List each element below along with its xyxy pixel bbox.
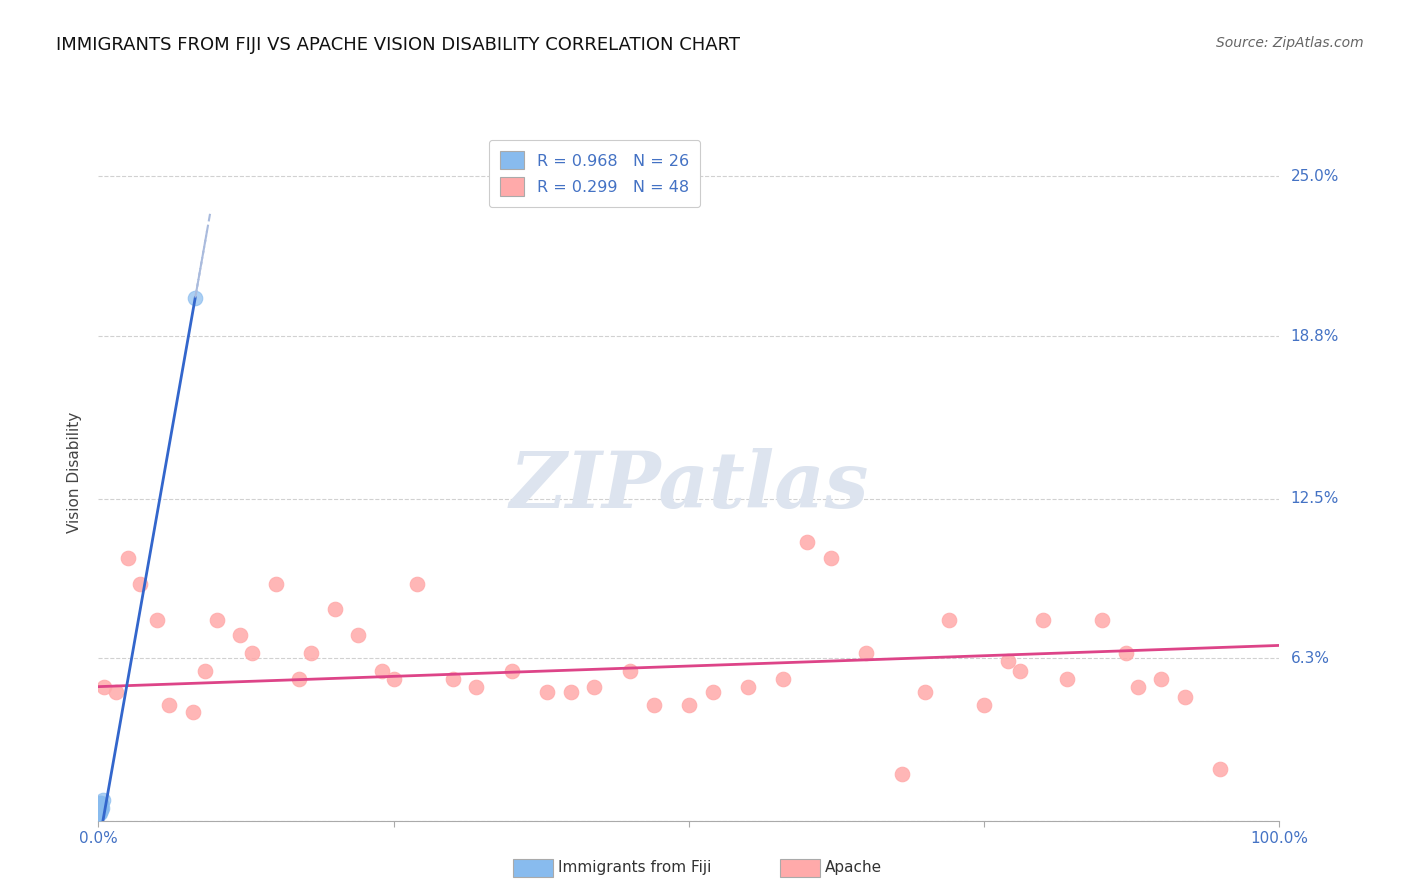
Point <box>146 613 169 627</box>
Point <box>184 291 207 305</box>
Point <box>157 698 180 712</box>
Point <box>89 801 111 815</box>
Point <box>406 576 429 591</box>
Point <box>501 664 523 678</box>
Y-axis label: Vision Disability: Vision Disability <box>67 412 83 533</box>
Point <box>536 685 558 699</box>
Text: IMMIGRANTS FROM FIJI VS APACHE VISION DISABILITY CORRELATION CHART: IMMIGRANTS FROM FIJI VS APACHE VISION DI… <box>56 36 740 54</box>
Point <box>89 805 111 820</box>
Point <box>128 576 150 591</box>
Point <box>855 646 877 660</box>
Point <box>105 685 128 699</box>
Point <box>89 798 111 813</box>
Point <box>89 796 111 810</box>
Text: 25.0%: 25.0% <box>1291 169 1339 184</box>
Point <box>89 803 111 817</box>
Point <box>89 803 111 817</box>
Text: Immigrants from Fiji: Immigrants from Fiji <box>558 861 711 875</box>
Point <box>288 672 311 686</box>
Point <box>820 550 842 565</box>
Point <box>323 602 346 616</box>
Text: 6.3%: 6.3% <box>1291 651 1330 665</box>
Text: 18.8%: 18.8% <box>1291 328 1339 343</box>
Point <box>643 698 665 712</box>
Text: 12.5%: 12.5% <box>1291 491 1339 506</box>
Point <box>1091 613 1114 627</box>
Text: Source: ZipAtlas.com: Source: ZipAtlas.com <box>1216 36 1364 50</box>
Text: Apache: Apache <box>825 861 883 875</box>
Point <box>678 698 700 712</box>
Point <box>90 803 112 817</box>
Point <box>89 803 111 817</box>
Point <box>90 796 112 810</box>
Point <box>737 680 759 694</box>
Point <box>1209 762 1232 776</box>
Point <box>299 646 322 660</box>
Point <box>772 672 794 686</box>
Point <box>796 535 818 549</box>
Point <box>702 685 724 699</box>
Point <box>1126 680 1149 694</box>
Point <box>89 803 111 817</box>
Point <box>89 801 111 815</box>
Point <box>560 685 582 699</box>
Point <box>194 664 217 678</box>
Point <box>1008 664 1031 678</box>
Point <box>1174 690 1197 704</box>
Point <box>382 672 405 686</box>
Point <box>914 685 936 699</box>
Point <box>938 613 960 627</box>
Point <box>90 798 112 813</box>
Point <box>181 706 204 720</box>
Point <box>229 628 252 642</box>
Point <box>89 805 111 820</box>
Point <box>89 798 111 813</box>
Point <box>371 664 394 678</box>
Point <box>1115 646 1137 660</box>
Point <box>117 550 139 565</box>
Point <box>264 576 287 591</box>
Point <box>89 801 111 815</box>
Point <box>465 680 488 694</box>
Point <box>441 672 464 686</box>
Point <box>93 680 115 694</box>
Point <box>347 628 370 642</box>
Point <box>89 801 111 815</box>
Point <box>1056 672 1078 686</box>
Point <box>91 793 114 807</box>
Point <box>583 680 606 694</box>
Point <box>87 805 110 820</box>
Point <box>90 798 112 813</box>
Point <box>89 798 111 813</box>
Point <box>205 613 228 627</box>
Point <box>997 654 1019 668</box>
Point <box>890 767 912 781</box>
Point <box>90 801 112 815</box>
Point <box>89 803 111 817</box>
Point <box>89 801 111 815</box>
Point <box>1032 613 1054 627</box>
Point <box>240 646 263 660</box>
Point <box>973 698 995 712</box>
Legend: R = 0.968   N = 26, R = 0.299   N = 48: R = 0.968 N = 26, R = 0.299 N = 48 <box>489 140 700 207</box>
Point <box>1150 672 1173 686</box>
Point <box>619 664 641 678</box>
Point <box>91 801 114 815</box>
Text: ZIPatlas: ZIPatlas <box>509 449 869 524</box>
Point <box>89 805 111 820</box>
